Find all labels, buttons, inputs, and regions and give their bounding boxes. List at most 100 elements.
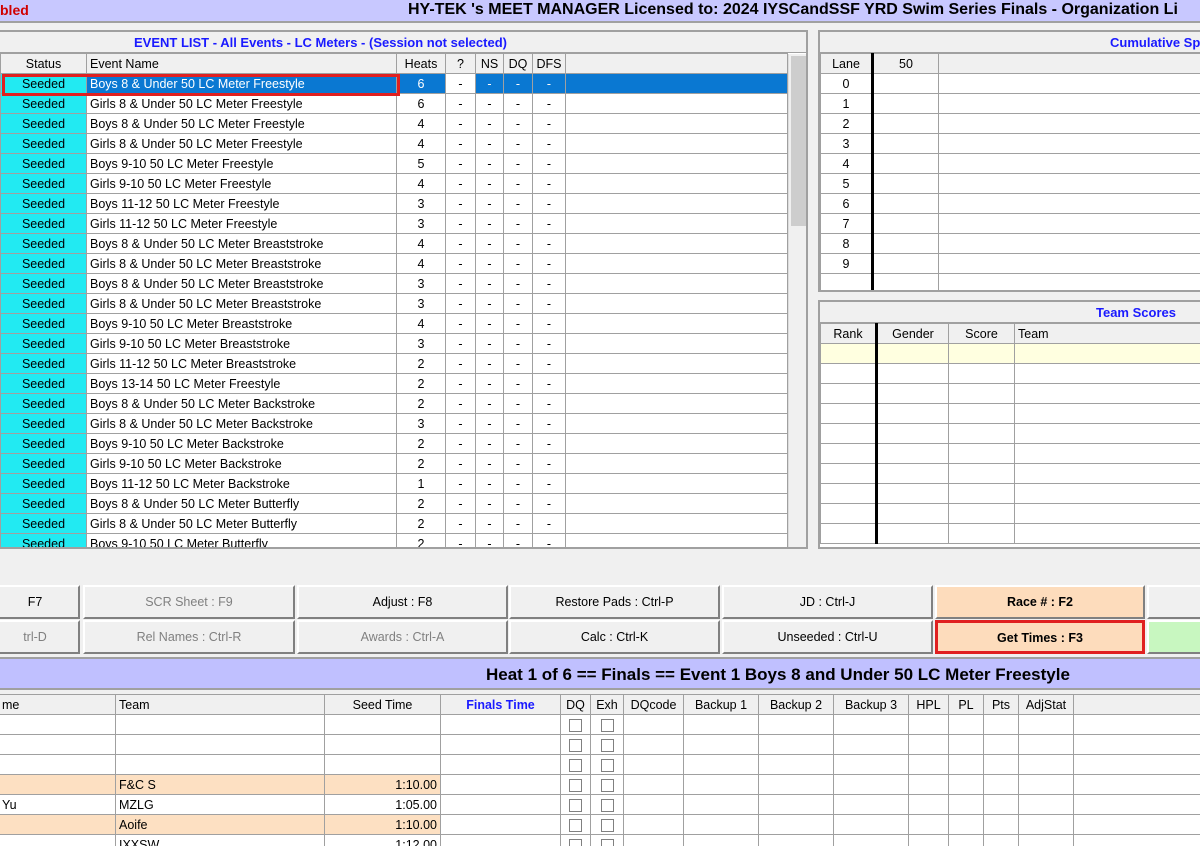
result-cell[interactable] xyxy=(908,734,949,755)
action-button[interactable] xyxy=(1147,585,1200,619)
action-button[interactable]: Restore Pads : Ctrl-P xyxy=(509,585,720,619)
result-cell[interactable] xyxy=(623,754,684,775)
event-col-header[interactable]: Heats xyxy=(396,53,446,74)
result-cell[interactable] xyxy=(1018,834,1074,846)
result-cell[interactable] xyxy=(683,774,759,795)
result-cell[interactable] xyxy=(623,794,684,815)
action-button[interactable]: Unseeded : Ctrl-U xyxy=(722,620,933,654)
result-cell[interactable] xyxy=(983,774,1019,795)
event-row[interactable]: Seeded Boys 9-10 50 LC Meter Breaststroke… xyxy=(0,313,788,334)
exh-checkbox[interactable] xyxy=(600,778,614,792)
result-cell[interactable] xyxy=(683,834,759,846)
event-row[interactable]: Seeded Girls 11-12 50 LC Meter Freestyle 3… xyxy=(0,213,788,234)
finals-time-input[interactable] xyxy=(440,794,561,815)
dq-checkbox[interactable] xyxy=(569,738,582,752)
dq-checkbox[interactable] xyxy=(569,758,582,772)
event-row[interactable]: Seeded Boys 8 & Under 50 LC Meter Backstr… xyxy=(0,393,788,414)
result-cell[interactable] xyxy=(758,814,834,835)
event-col-header[interactable]: Status xyxy=(0,53,87,74)
result-cell[interactable] xyxy=(908,794,949,815)
result-cell[interactable] xyxy=(833,834,909,846)
result-cell[interactable] xyxy=(833,714,909,735)
event-row[interactable]: Seeded Boys 8 & Under 50 LC Meter Freesty… xyxy=(0,113,788,134)
results-col-header[interactable]: Team xyxy=(115,694,325,715)
event-row[interactable]: Seeded Girls 9-10 50 LC Meter Freestyle 4-… xyxy=(0,173,788,194)
result-cell[interactable] xyxy=(623,714,684,735)
result-cell[interactable] xyxy=(833,774,909,795)
scrollbar-thumb[interactable] xyxy=(791,56,806,226)
result-cell[interactable] xyxy=(948,734,984,755)
result-cell[interactable] xyxy=(983,714,1019,735)
result-cell[interactable] xyxy=(683,754,759,775)
results-col-header[interactable]: Backup 3 xyxy=(833,694,909,715)
result-cell[interactable] xyxy=(623,734,684,755)
result-cell[interactable] xyxy=(1018,774,1074,795)
swimmer-row[interactable] xyxy=(0,714,1200,735)
result-cell[interactable] xyxy=(758,834,834,846)
results-col-header[interactable]: PL xyxy=(948,694,984,715)
event-col-header[interactable]: Event Name xyxy=(86,53,397,74)
swimmer-row[interactable] xyxy=(0,734,1200,755)
result-cell[interactable] xyxy=(758,714,834,735)
result-cell[interactable] xyxy=(948,774,984,795)
exh-checkbox[interactable] xyxy=(600,718,614,732)
event-row[interactable]: Seeded Girls 11-12 50 LC Meter Breaststro… xyxy=(0,353,788,374)
result-cell[interactable] xyxy=(908,814,949,835)
results-col-header[interactable]: Exh xyxy=(590,694,624,715)
dq-checkbox[interactable] xyxy=(569,718,582,732)
exh-checkbox[interactable] xyxy=(600,798,614,812)
event-row[interactable]: Seeded Boys 8 & Under 50 LC Meter Butterf… xyxy=(0,493,788,514)
result-cell[interactable] xyxy=(683,714,759,735)
result-cell[interactable] xyxy=(1018,794,1074,815)
swimmer-row[interactable]: Yu MZLG 1:05.00 xyxy=(0,794,1200,815)
exh-checkbox[interactable] xyxy=(600,758,614,772)
event-row[interactable]: Seeded Boys 13-14 50 LC Meter Freestyle 2-… xyxy=(0,373,788,394)
result-cell[interactable] xyxy=(833,814,909,835)
result-cell[interactable] xyxy=(908,754,949,775)
results-col-header[interactable]: Backup 2 xyxy=(758,694,834,715)
exh-checkbox[interactable] xyxy=(600,838,614,846)
result-cell[interactable] xyxy=(683,814,759,835)
result-cell[interactable] xyxy=(623,834,684,846)
action-button[interactable]: Race # : F2 xyxy=(935,585,1145,619)
exh-checkbox[interactable] xyxy=(600,818,614,832)
result-cell[interactable] xyxy=(1018,814,1074,835)
result-cell[interactable] xyxy=(683,794,759,815)
event-row[interactable]: Seeded Boys 11-12 50 LC Meter Freestyle 3-… xyxy=(0,193,788,214)
result-cell[interactable] xyxy=(1018,754,1074,775)
event-row[interactable]: Seeded Boys 8 & Under 50 LC Meter Breasts… xyxy=(0,233,788,254)
result-cell[interactable] xyxy=(758,774,834,795)
event-row[interactable]: Seeded Girls 8 & Under 50 LC Meter Freest… xyxy=(0,93,788,114)
result-cell[interactable] xyxy=(758,734,834,755)
action-button[interactable]: Awards : Ctrl-A xyxy=(297,620,508,654)
result-cell[interactable] xyxy=(833,734,909,755)
event-row[interactable]: Seeded Girls 8 & Under 50 LC Meter Breast… xyxy=(0,253,788,274)
results-col-header[interactable]: Backup 1 xyxy=(683,694,759,715)
swimmer-row[interactable]: F&C S 1:10.00 xyxy=(0,774,1200,795)
event-row[interactable]: Seeded Girls 8 & Under 50 LC Meter Backst… xyxy=(0,413,788,434)
exh-checkbox[interactable] xyxy=(600,738,614,752)
results-col-header[interactable]: me xyxy=(0,694,116,715)
event-row[interactable]: Seeded Girls 8 & Under 50 LC Meter Freest… xyxy=(0,133,788,154)
event-col-header[interactable]: DQ xyxy=(503,53,533,74)
result-cell[interactable] xyxy=(948,714,984,735)
result-cell[interactable] xyxy=(908,714,949,735)
result-cell[interactable] xyxy=(1018,714,1074,735)
action-button[interactable]: trl-D xyxy=(0,620,80,654)
swimmer-row[interactable] xyxy=(0,754,1200,775)
action-button[interactable]: JD : Ctrl-J xyxy=(722,585,933,619)
swimmer-row[interactable]: IXXSW 1:12.00 xyxy=(0,834,1200,846)
result-cell[interactable] xyxy=(948,834,984,846)
results-col-header[interactable]: AdjStat xyxy=(1018,694,1074,715)
result-cell[interactable] xyxy=(1018,734,1074,755)
result-cell[interactable] xyxy=(948,794,984,815)
event-col-header[interactable]: NS xyxy=(475,53,504,74)
result-cell[interactable] xyxy=(983,734,1019,755)
result-cell[interactable] xyxy=(833,794,909,815)
action-button[interactable]: Get Times : F3 xyxy=(935,620,1145,654)
results-col-header[interactable]: HPL xyxy=(908,694,949,715)
event-row[interactable]: Seeded Boys 8 & Under 50 LC Meter Breasts… xyxy=(0,273,788,294)
result-cell[interactable] xyxy=(623,814,684,835)
event-list-scrollbar[interactable] xyxy=(788,54,806,547)
event-row[interactable]: Seeded Boys 8 & Under 50 LC Meter Freesty… xyxy=(0,73,788,94)
